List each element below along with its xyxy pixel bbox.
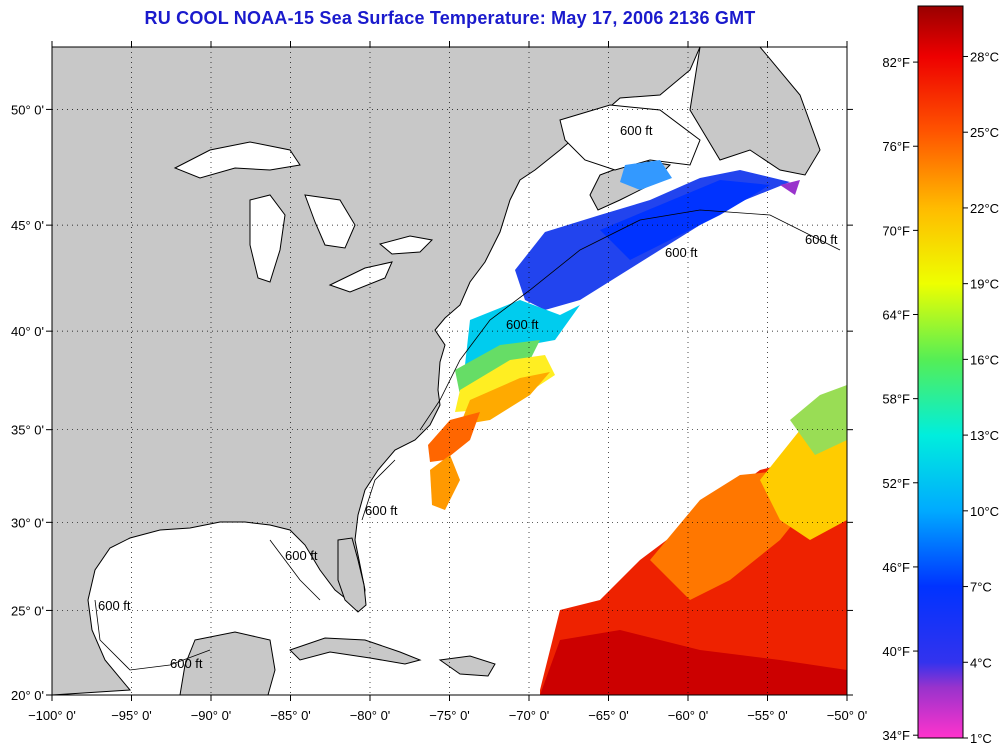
colorbar-c-label: 1°C <box>970 731 992 746</box>
contour-labels: 600 ft 600 ft 600 ft 600 ft 600 ft 600 f… <box>98 123 838 671</box>
lat-tick-label: 25° 0' <box>11 603 44 618</box>
lon-tick-label: −95° 0' <box>111 708 152 723</box>
colorbar-f-label: 82°F <box>882 55 910 70</box>
colorbar-f-label: 46°F <box>882 560 910 575</box>
colorbar-c-label: 13°C <box>970 428 999 443</box>
lake-michigan <box>249 194 286 283</box>
lake-ontario <box>378 235 434 255</box>
lon-tick-label: −55° 0' <box>747 708 788 723</box>
contour-label: 600 ft <box>285 548 318 563</box>
colorbar-f-label: 40°F <box>882 644 910 659</box>
colorbar-c-label: 4°C <box>970 655 992 670</box>
lon-tick-label: −85° 0' <box>270 708 311 723</box>
colorbar-c-label: 19°C <box>970 277 999 292</box>
colorbar-c-label: 22°C <box>970 201 999 216</box>
colorbar-c-label: 25°C <box>970 125 999 140</box>
axis-ticks <box>46 41 853 701</box>
hispaniola-land <box>438 655 496 677</box>
lat-tick-label: 40° 0' <box>11 324 44 339</box>
latitude-labels: 20° 0' 25° 0' 30° 0' 35° 0' 40° 0' 45° 0' 50° … <box>11 102 44 703</box>
florida-land <box>337 537 367 613</box>
longitude-labels: −100° 0' −95° 0' −90° 0' −85° 0' −80° 0' −75°… <box>28 708 867 723</box>
north-america-land <box>52 47 701 695</box>
yucatan-land <box>179 631 276 695</box>
lat-tick-label: 30° 0' <box>11 515 44 530</box>
lake-huron <box>304 194 356 249</box>
colorbar-c-label: 28°C <box>970 49 999 64</box>
colorbar-ticks <box>913 55 968 739</box>
colorbar-fahrenheit-labels: 82°F 76°F 70°F 64°F 58°F 52°F 46°F 40°F 34°F <box>882 55 910 743</box>
contour-label: 600 ft <box>98 598 131 613</box>
colorbar-f-label: 58°F <box>882 392 910 407</box>
newfoundland-land <box>689 47 821 176</box>
lon-tick-label: −70° 0' <box>509 708 550 723</box>
graticule <box>52 47 847 695</box>
colorbar-c-label: 16°C <box>970 352 999 367</box>
contour-label: 600 ft <box>620 123 653 138</box>
bathymetry-contours <box>94 209 841 671</box>
lat-tick-label: 50° 0' <box>11 102 44 117</box>
colorbar-f-label: 76°F <box>882 139 910 154</box>
lake-erie <box>328 261 393 293</box>
colorbar-c-label: 7°C <box>970 580 992 595</box>
lake-superior <box>173 141 301 179</box>
lon-tick-label: −100° 0' <box>28 708 76 723</box>
contour-label: 600 ft <box>805 232 838 247</box>
contour-label: 600 ft <box>665 245 698 260</box>
colorbar-f-label: 52°F <box>882 476 910 491</box>
colorbar-f-label: 34°F <box>882 728 910 743</box>
contour-label: 600 ft <box>170 656 203 671</box>
sst-data-layer <box>428 160 847 695</box>
lat-tick-label: 20° 0' <box>11 688 44 703</box>
gulf-of-st-lawrence <box>559 104 701 171</box>
lon-tick-label: −90° 0' <box>191 708 232 723</box>
colorbar <box>917 5 964 739</box>
lat-tick-label: 45° 0' <box>11 218 44 233</box>
lat-tick-label: 35° 0' <box>11 423 44 438</box>
lon-tick-label: −65° 0' <box>588 708 629 723</box>
colorbar-c-label: 10°C <box>970 504 999 519</box>
map-title: RU COOL NOAA-15 Sea Surface Temperature:… <box>144 8 756 28</box>
colorbar-celsius-labels: 28°C 25°C 22°C 19°C 16°C 13°C 10°C 7°C 4°C 1°C <box>970 49 999 746</box>
contour-label: 600 ft <box>365 503 398 518</box>
colorbar-f-label: 64°F <box>882 308 910 323</box>
colorbar-f-label: 70°F <box>882 223 910 238</box>
contour-label: 600 ft <box>506 317 539 332</box>
cuba-land <box>289 637 422 665</box>
lon-tick-label: −60° 0' <box>668 708 709 723</box>
lon-tick-label: −80° 0' <box>350 708 391 723</box>
lon-tick-label: −75° 0' <box>429 708 470 723</box>
lon-tick-label: −50° 0' <box>827 708 868 723</box>
